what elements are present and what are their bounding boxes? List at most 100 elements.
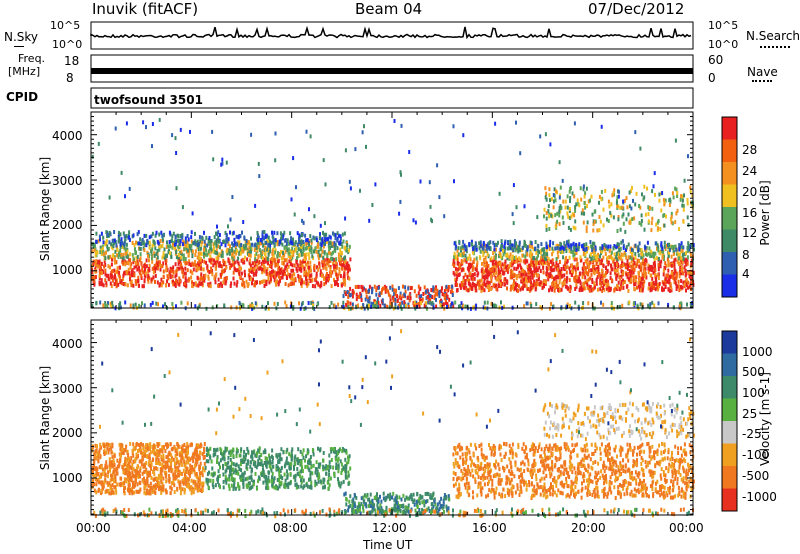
power-cell [623,198,626,203]
power-cell [597,252,599,257]
power-cell [616,203,619,208]
power-cell [643,184,646,189]
power-cell [145,264,148,269]
power-cell [118,265,121,270]
power-cell [140,261,143,266]
power-cell [529,278,532,283]
power-cell [186,268,189,273]
power-cell [532,260,535,265]
power-cell [308,276,311,281]
power-cell [179,127,182,132]
power-cell [121,241,124,245]
power-cell [456,267,459,272]
power-cell [286,247,289,252]
power-cell [151,231,154,236]
power-cell [532,247,535,252]
power-cell [242,260,245,265]
power-cell [257,244,260,249]
power-cell [228,248,230,253]
power-cell [147,277,149,281]
power-cell [599,219,602,224]
velocity-cell [181,453,184,458]
power-cell [249,263,252,268]
power-cell [257,240,260,245]
power-cell [304,256,307,261]
power-cell [253,265,256,270]
power-cell [174,274,177,279]
velocity-cell [124,457,127,462]
power-cell [529,254,532,259]
power-cell [402,284,404,289]
power-cell [122,273,125,278]
power-cell [168,240,171,244]
power-cell [125,254,128,259]
power-cell [174,235,177,240]
power-cell [298,301,300,306]
power-cell [643,227,646,232]
power-cell [496,277,499,281]
power-cell [217,244,220,249]
power-cell [190,275,193,280]
power-cell [99,245,102,250]
power-cell [263,247,266,252]
power-cell [212,249,215,254]
power-cell [296,268,299,273]
power-cell [291,263,294,268]
power-cell [339,256,342,261]
power-cell [622,199,625,204]
power-cell [172,279,174,284]
power-cell [404,289,407,294]
power-cell [246,257,249,262]
power-cell [120,279,123,283]
power-cell [617,194,620,199]
power-cell [130,273,133,278]
power-cell [508,255,511,260]
power-cell [674,244,677,249]
power-cell [297,240,300,245]
power-cell [482,250,485,255]
power-cell [540,249,543,253]
power-cell [203,247,206,252]
power-cell [518,248,521,252]
power-cell [685,262,688,267]
power-cell [277,281,280,286]
power-cell [487,242,490,247]
power-cell [514,281,517,286]
power-cell [541,285,544,290]
power-cell [254,257,257,262]
power-cell [132,283,135,288]
power-cell [619,227,622,232]
power-cell [575,284,578,289]
power-cell [164,302,166,307]
velocity-cell [112,458,115,463]
power-cell [503,270,506,275]
velocity-cell [190,485,193,490]
power-cell [630,264,633,269]
power-cell [309,260,312,265]
power-cell [584,247,587,252]
power-cell [605,265,608,270]
power-cell [650,284,653,289]
power-cell [477,271,480,276]
power-cell [573,257,576,262]
power-cell [543,279,546,283]
power-cell [610,303,613,308]
power-cell [177,261,180,266]
power-cell [302,259,305,264]
power-cell [117,255,120,260]
power-cell [114,126,117,131]
power-cell [333,303,336,308]
power-cell [302,220,305,225]
power-cell [550,302,553,306]
power-cell [217,283,220,288]
power-cell [283,253,286,258]
power-cell [306,265,309,270]
power-cell [186,234,189,238]
power-cell [414,306,417,311]
power-cell [295,260,298,265]
velocity-cell [134,459,137,464]
power-cell [585,242,588,247]
power-cell [118,251,120,256]
power-cell [672,276,675,280]
power-cell [540,258,543,262]
